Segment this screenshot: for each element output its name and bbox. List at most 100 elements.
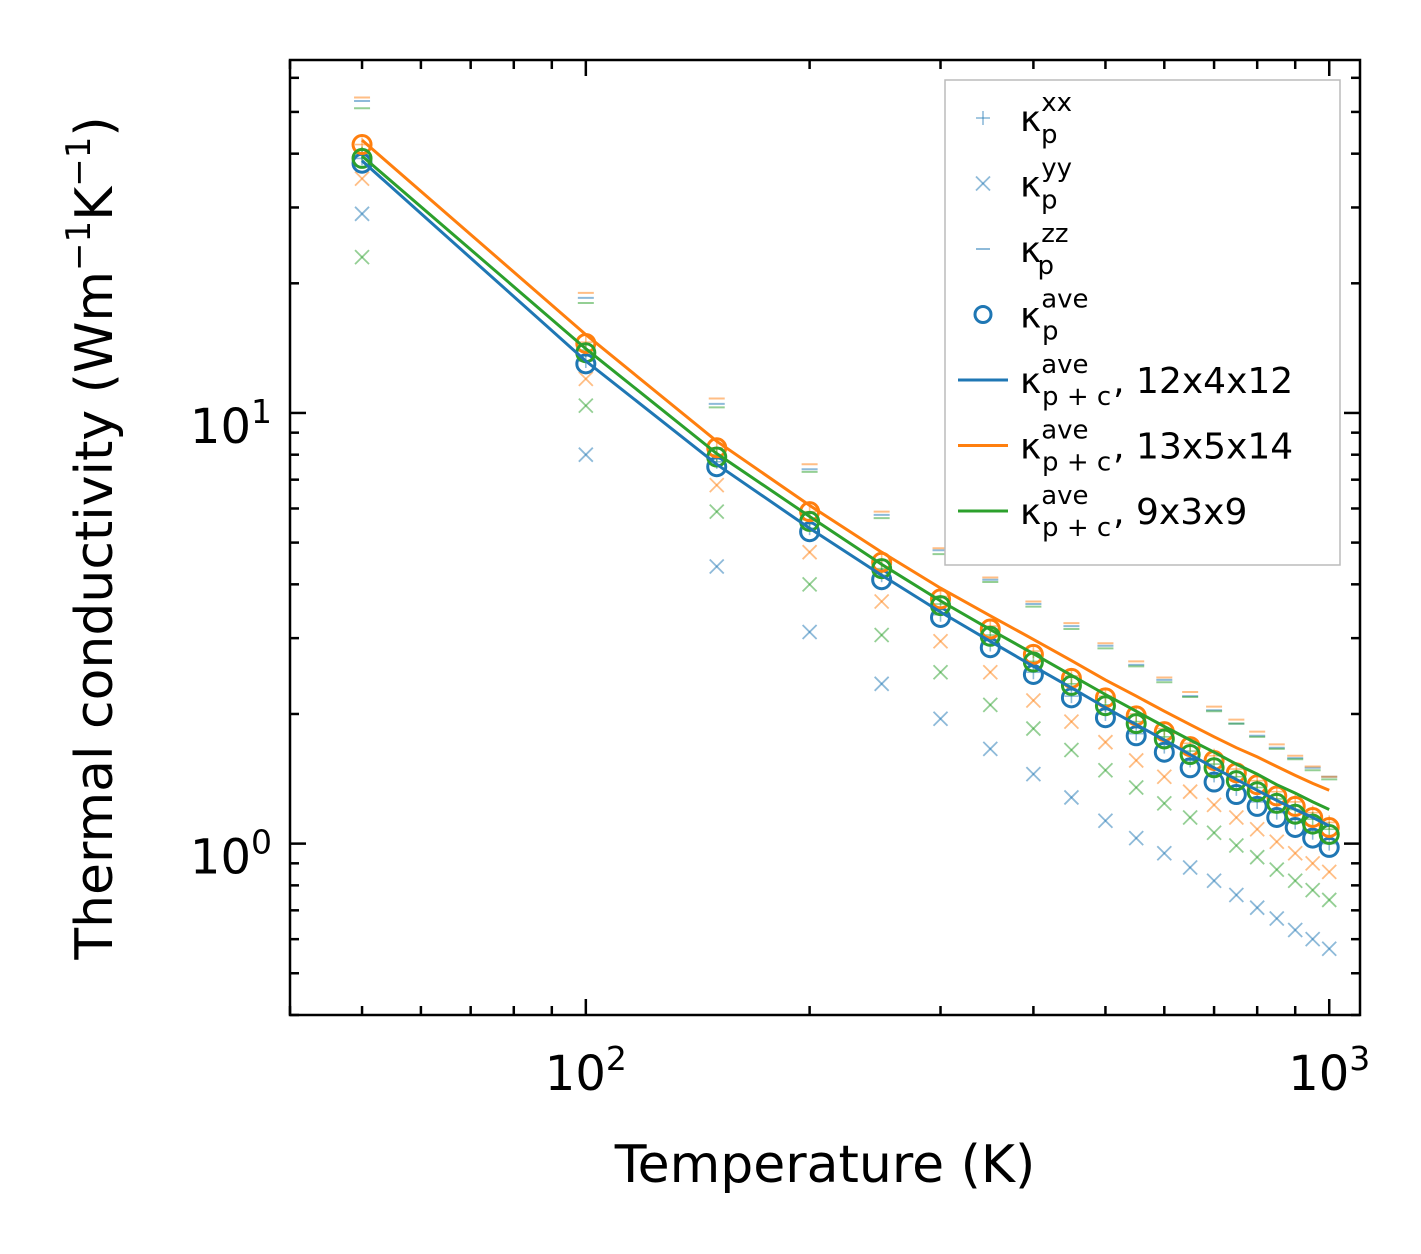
legend-label-sub: p [1038,251,1055,281]
kyy-point-12x4x12-950 [1305,931,1321,947]
kave-point-13x5x14-350 [979,618,1001,640]
kyy-point-13x5x14-450-b [1063,713,1080,730]
kyy-point-9x3x9-1000 [1321,892,1337,908]
kyy-point-12x4x12-350 [982,741,998,757]
y-tick-label-base: 10 [190,399,251,455]
kyy-point-9x3x9-550-b [1128,779,1144,796]
kyy-point-13x5x14-100 [578,371,594,387]
legend-entry-1: κyy p [975,154,1072,216]
kyy-point-9x3x9-650-b [1182,809,1198,826]
kave-point-12x4x12-1000 [1318,836,1340,858]
kyy-point-13x5x14-350-b [982,664,998,680]
legend-entry-5: κave p + c, 13x5x14 [958,416,1293,478]
legend-entry-6: κave p + c, 9x3x9 [958,481,1247,543]
kave-point-9x3x9-650 [1179,744,1201,766]
kyy-point-13x5x14-400-b [1025,692,1042,709]
kyy-point-12x4x12-400 [1025,766,1042,782]
kave-point-9x3x9-800 [1246,781,1268,803]
x-axis-label: Temperature (K) [614,1135,1036,1195]
legend-label-suffix: , 13x5x14 [1113,427,1293,468]
kyy-point-13x5x14-100-b [578,371,594,387]
legend-label-base: κ [1020,99,1041,140]
kyy-point-12x4x12-150-b [709,558,725,575]
kave-point-12x4x12-100 [575,353,597,375]
kyy-point-13x5x14-150-b [709,477,725,493]
legend-label-sub: p + c [1042,513,1111,543]
kyy-point-9x3x9-650 [1182,809,1198,826]
legend-handle-circle [973,305,993,324]
kyy-point-13x5x14-450 [1063,713,1080,730]
kyy-point-13x5x14-550-b [1128,752,1144,769]
kyy-point-13x5x14-900 [1287,845,1303,861]
kyy-point-12x4x12-650-b [1182,859,1198,876]
kyy-point-13x5x14-800-b [1249,821,1265,837]
kyy-point-12x4x12-100-b [578,447,594,463]
kyy-point-13x5x14-300-b [932,633,949,649]
x-tick-label-base: 10 [545,1046,606,1102]
legend-entry-3: κave p [973,285,1089,347]
kyy-point-9x3x9-850-b [1269,862,1285,878]
kyy-point-13x5x14-600 [1156,769,1172,785]
legend-label-sup: yy [1041,154,1072,184]
kyy-point-12x4x12-300 [932,711,949,727]
kyy-point-12x4x12-650 [1182,859,1198,876]
legend-label-4: κave p + c, 12x4x12 [1020,350,1293,412]
legend-label-sub: p [1041,186,1058,216]
kyy-point-9x3x9-100-b [578,397,594,414]
kyy-point-13x5x14-250 [874,593,890,610]
kyy-point-9x3x9-250 [874,627,890,643]
kyy-point-12x4x12-900-b [1287,922,1303,938]
kyy-point-9x3x9-700 [1206,825,1222,841]
kyy-point-13x5x14-850-b [1269,834,1285,850]
kyy-point-9x3x9-50-b [354,249,370,265]
kyy-point-13x5x14-50 [354,171,370,187]
legend-label-3: κave p [1020,285,1089,347]
y-tick-label-1: 100 [190,823,272,886]
legend-label-base: κ [1020,296,1041,337]
legend-label-sup: ave [1041,481,1088,511]
kyy-point-12x4x12-600 [1156,845,1172,861]
kyy-point-9x3x9-500-b [1097,762,1114,778]
legend-label-base: κ [1020,427,1041,468]
kave-point-13x5x14-300 [930,588,952,610]
legend-box [944,79,1341,566]
legend-handle-cross-b [975,175,991,192]
kyy-point-13x5x14-800 [1249,821,1265,837]
legend-label-base: κ [1020,165,1041,206]
kyy-point-13x5x14-350 [982,664,998,680]
kyy-point-9x3x9-300 [932,664,949,680]
y-tick-label-10: 101 [190,392,272,455]
kyy-point-12x4x12-450 [1063,789,1080,806]
kyy-point-12x4x12-400-b [1025,766,1042,782]
kyy-point-9x3x9-250-b [874,627,890,643]
y-axis-label-end: ) [65,116,125,136]
kave-point-12x4x12-800 [1246,795,1268,817]
kyy-point-9x3x9-350-b [982,697,998,713]
legend-handle-cross [975,175,991,192]
kyy-point-9x3x9-550 [1128,779,1144,796]
kyy-point-12x4x12-550 [1128,830,1144,846]
kyy-point-9x3x9-500 [1097,762,1114,778]
legend-label-base: κ [1020,492,1041,533]
kyy-point-13x5x14-150 [709,477,725,493]
kyy-point-12x4x12-800-b [1249,900,1265,916]
y-axis-label-mid: K [65,185,125,221]
plot-marks [351,96,1340,957]
kave-point-9x3x9-950 [1302,813,1324,835]
x-tick-label-exp: 3 [1349,1039,1370,1078]
kyy-point-12x4x12-350-b [982,741,998,757]
kyy-point-12x4x12-750 [1228,887,1244,903]
legend-label-6: κave p + c, 9x3x9 [1020,481,1247,543]
kyy-point-9x3x9-950 [1305,882,1321,898]
kyy-point-12x4x12-850 [1269,910,1285,927]
kyy-point-9x3x9-800 [1249,849,1265,865]
kyy-point-9x3x9-450 [1063,742,1080,758]
x-tick-label-1000: 103 [1288,1039,1370,1102]
kyy-point-9x3x9-850 [1269,862,1285,878]
legend-label-suffix: , 9x3x9 [1113,492,1247,533]
legend-label-sub: p + c [1042,382,1111,412]
kave-point-9x3x9-50 [351,147,373,169]
